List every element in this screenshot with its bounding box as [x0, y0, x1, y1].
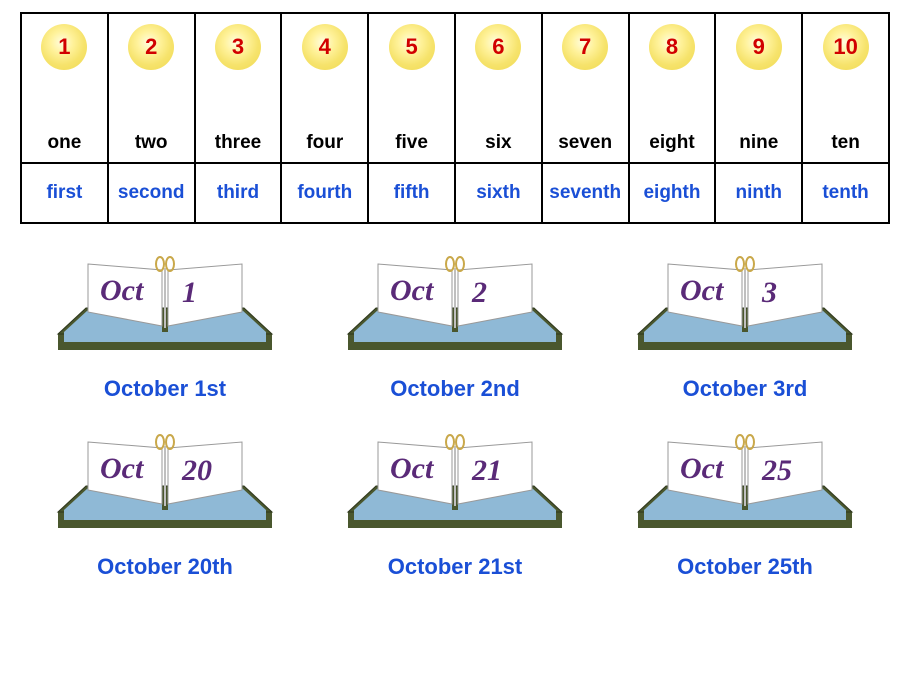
calendar-book-item: Oct 1 October 1st — [35, 254, 295, 422]
number-cell: 8 eight — [629, 13, 716, 163]
page-root: 1 one 2 two 3 three 4 four 5 five 6 six — [0, 0, 920, 600]
calendar-book-item: Oct 20 October 20th — [35, 432, 295, 600]
open-book-icon: Oct 1 — [50, 254, 280, 364]
svg-text:Oct: Oct — [390, 452, 435, 485]
calendar-date-label: October 1st — [35, 376, 295, 402]
svg-text:Oct: Oct — [390, 274, 435, 307]
number-circle-icon: 6 — [475, 24, 521, 70]
number-digit: 2 — [145, 34, 157, 60]
number-circle-icon: 5 — [389, 24, 435, 70]
number-digit: 5 — [405, 34, 417, 60]
number-circle-icon: 1 — [41, 24, 87, 70]
number-cell: 3 three — [195, 13, 282, 163]
ordinal-cell: third — [195, 163, 282, 223]
number-digit: 1 — [58, 34, 70, 60]
ordinal-cell: second — [108, 163, 195, 223]
calendar-date-label: October 20th — [35, 554, 295, 580]
number-digit: 8 — [666, 34, 678, 60]
number-circle-icon: 9 — [736, 24, 782, 70]
svg-text:Oct: Oct — [680, 274, 725, 307]
number-digit: 10 — [833, 34, 857, 60]
calendar-date-label: October 3rd — [615, 376, 875, 402]
book-row: Oct 1 October 1st Oct 2 October 2nd — [20, 254, 890, 422]
book-row: Oct 20 October 20th Oct 21 October 21st — [20, 432, 890, 600]
calendar-book-item: Oct 3 October 3rd — [615, 254, 875, 422]
open-book-icon: Oct 20 — [50, 432, 280, 542]
number-cell: 6 six — [455, 13, 542, 163]
number-digit: 3 — [232, 34, 244, 60]
cardinal-label: seven — [543, 132, 628, 154]
cardinal-label: two — [109, 132, 194, 154]
number-cell: 4 four — [281, 13, 368, 163]
ordinal-cell: sixth — [455, 163, 542, 223]
cardinal-label: four — [282, 132, 367, 154]
calendar-book-item: Oct 2 October 2nd — [325, 254, 585, 422]
number-cell: 9 nine — [715, 13, 802, 163]
ordinal-cell: tenth — [802, 163, 889, 223]
number-digit: 4 — [319, 34, 331, 60]
calendar-date-label: October 25th — [615, 554, 875, 580]
ordinal-cell: seventh — [542, 163, 629, 223]
svg-text:Oct: Oct — [100, 274, 145, 307]
svg-text:Oct: Oct — [680, 452, 725, 485]
number-circle-icon: 10 — [823, 24, 869, 70]
cardinal-label: ten — [803, 132, 888, 154]
ordinal-cell: eighth — [629, 163, 716, 223]
number-circle-icon: 3 — [215, 24, 261, 70]
number-digit: 9 — [753, 34, 765, 60]
number-cell: 7 seven — [542, 13, 629, 163]
table-row: first second third fourth fifth sixth se… — [21, 163, 889, 223]
table-row: 1 one 2 two 3 three 4 four 5 five 6 six — [21, 13, 889, 163]
number-digit: 6 — [492, 34, 504, 60]
open-book-icon: Oct 2 — [340, 254, 570, 364]
number-circle-icon: 8 — [649, 24, 695, 70]
open-book-icon: Oct 25 — [630, 432, 860, 542]
ordinal-cell: first — [21, 163, 108, 223]
svg-text:25: 25 — [761, 454, 792, 487]
svg-text:Oct: Oct — [100, 452, 145, 485]
number-circle-icon: 4 — [302, 24, 348, 70]
ordinal-cell: ninth — [715, 163, 802, 223]
cardinal-label: nine — [716, 132, 801, 154]
cardinal-label: five — [369, 132, 454, 154]
number-cell: 2 two — [108, 13, 195, 163]
ordinal-cell: fourth — [281, 163, 368, 223]
number-cell: 5 five — [368, 13, 455, 163]
calendar-date-label: October 21st — [325, 554, 585, 580]
calendar-book-item: Oct 25 October 25th — [615, 432, 875, 600]
number-circle-icon: 2 — [128, 24, 174, 70]
open-book-icon: Oct 21 — [340, 432, 570, 542]
numbers-table: 1 one 2 two 3 three 4 four 5 five 6 six — [20, 12, 890, 224]
svg-text:21: 21 — [471, 454, 502, 487]
cardinal-label: six — [456, 132, 541, 154]
svg-text:1: 1 — [182, 276, 197, 309]
calendar-books: Oct 1 October 1st Oct 2 October 2nd — [20, 254, 890, 600]
cardinal-label: eight — [630, 132, 715, 154]
number-circle-icon: 7 — [562, 24, 608, 70]
open-book-icon: Oct 3 — [630, 254, 860, 364]
cardinal-label: three — [196, 132, 281, 154]
svg-text:3: 3 — [761, 276, 777, 309]
svg-text:2: 2 — [471, 276, 487, 309]
cardinal-label: one — [22, 132, 107, 154]
ordinal-cell: fifth — [368, 163, 455, 223]
calendar-date-label: October 2nd — [325, 376, 585, 402]
number-cell: 1 one — [21, 13, 108, 163]
calendar-book-item: Oct 21 October 21st — [325, 432, 585, 600]
svg-text:20: 20 — [181, 454, 212, 487]
number-cell: 10 ten — [802, 13, 889, 163]
number-digit: 7 — [579, 34, 591, 60]
